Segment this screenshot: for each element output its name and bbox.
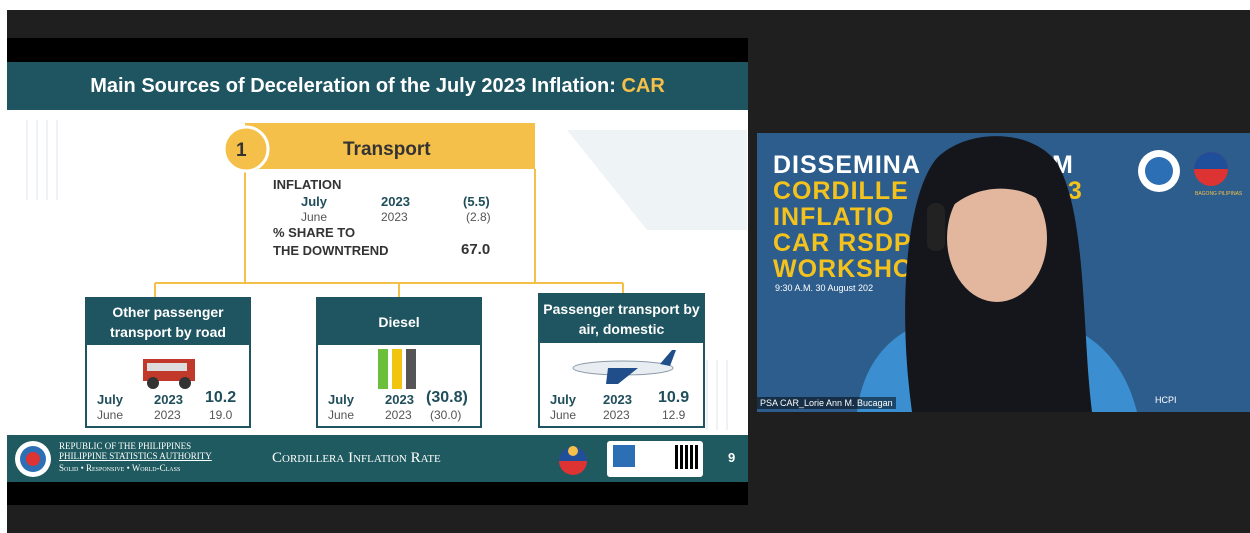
participant-name: PSA CAR_Lorie Ann M. Bucagan [757, 397, 896, 409]
share-value: 67.0 [461, 241, 490, 258]
slide-body: 1 Transport INFLATION July 2023 (5.5) Ju… [7, 110, 748, 435]
value: (30.8) [426, 389, 468, 407]
value: (2.8) [466, 210, 491, 224]
participant-video [817, 133, 1157, 412]
month: July [550, 392, 576, 407]
shared-screen: Main Sources of Deceleration of the July… [7, 38, 748, 505]
share-label: % SHARE TO [273, 225, 355, 240]
month: July [328, 392, 354, 407]
month: June [550, 408, 576, 422]
value: 19.0 [209, 408, 232, 422]
slide-title: Main Sources of Deceleration of the July… [7, 75, 748, 98]
page-number: 9 [728, 450, 735, 465]
corner-text: HCPI [1155, 395, 1177, 405]
value: (5.5) [463, 194, 490, 209]
share-label: THE DOWNTREND [273, 243, 389, 258]
qr-code [675, 445, 699, 469]
value: (30.0) [430, 408, 461, 422]
fuel-pump-icon [374, 347, 424, 393]
title-highlight: CAR [621, 75, 664, 97]
screen: Main Sources of Deceleration of the July… [0, 0, 1250, 533]
month: June [301, 210, 327, 224]
year: 2023 [385, 392, 414, 407]
slide-footer: Republic of the Philippines Philippine S… [7, 435, 748, 482]
year: 2023 [154, 408, 181, 422]
month: June [328, 408, 354, 422]
year: 2023 [381, 210, 408, 224]
footer-caption: Cordillera Inflation Rate [272, 450, 441, 467]
certification-badge [607, 441, 703, 477]
rank: 1 [236, 140, 247, 162]
value: 12.9 [662, 408, 685, 422]
title-text: Main Sources of Deceleration of the July… [90, 75, 616, 97]
year: 2023 [385, 408, 412, 422]
year: 2023 [381, 194, 410, 209]
item-label: Other passenger transport by road [87, 299, 249, 345]
year: 2023 [603, 408, 630, 422]
item-card: Passenger transport by air, domestic Jul… [538, 293, 705, 428]
tuv-mark [613, 445, 635, 467]
item-label: Diesel [318, 299, 480, 345]
main-label: Transport [343, 139, 431, 161]
item-label: Passenger transport by air, domestic [540, 295, 703, 343]
bagong-pilipinas-logo [555, 441, 591, 477]
value: 10.2 [205, 389, 236, 407]
psa-logo [13, 439, 53, 479]
inflation-label: INFLATION [273, 177, 341, 192]
agency-line: Republic of the Philippines [59, 441, 191, 451]
item-card: Diesel July 2023 (30.8) June 2023 (30.0) [316, 297, 482, 428]
logo-caption: BAGONG PILIPINAS [1195, 191, 1242, 197]
item-card: Other passenger transport by road July 2… [85, 297, 251, 428]
slide-header: Main Sources of Deceleration of the July… [7, 62, 748, 110]
month: July [97, 392, 123, 407]
value: 10.9 [658, 389, 689, 407]
year: 2023 [154, 392, 183, 407]
year: 2023 [603, 392, 632, 407]
airplane-icon [568, 350, 678, 386]
video-tile: DISSEMINA UM CORDILLE 23 INFLATIO CAR RS… [757, 133, 1250, 412]
month: July [301, 194, 327, 209]
month: June [97, 408, 123, 422]
agency-line: Philippine Statistics Authority [59, 451, 212, 461]
agency-line: Solid • Responsive • World-Class [59, 463, 180, 473]
jeepney-icon [139, 351, 199, 391]
